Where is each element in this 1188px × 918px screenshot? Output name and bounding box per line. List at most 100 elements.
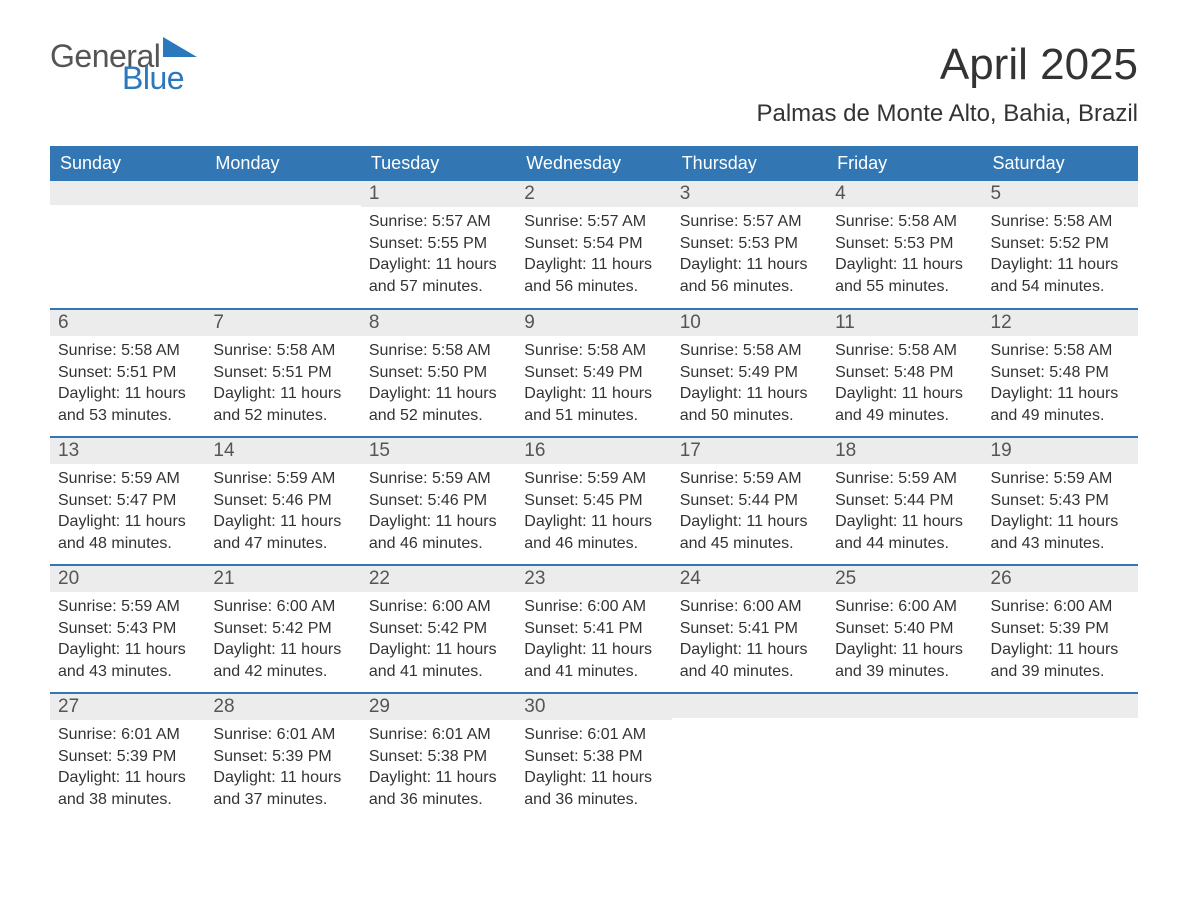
day-number: 12	[983, 310, 1138, 336]
calendar-day-cell	[672, 693, 827, 821]
daylight-line: Daylight: 11 hours and 43 minutes.	[58, 639, 197, 682]
sunset-line: Sunset: 5:52 PM	[991, 233, 1130, 255]
daylight-line: Daylight: 11 hours and 44 minutes.	[835, 511, 974, 554]
day-details: Sunrise: 5:58 AMSunset: 5:49 PMDaylight:…	[516, 336, 671, 432]
calendar-day-cell: 9Sunrise: 5:58 AMSunset: 5:49 PMDaylight…	[516, 309, 671, 437]
weekday-header: Thursday	[672, 146, 827, 181]
calendar-day-cell: 18Sunrise: 5:59 AMSunset: 5:44 PMDayligh…	[827, 437, 982, 565]
sunset-line: Sunset: 5:40 PM	[835, 618, 974, 640]
sunset-line: Sunset: 5:49 PM	[680, 362, 819, 384]
sunset-line: Sunset: 5:50 PM	[369, 362, 508, 384]
sunset-line: Sunset: 5:53 PM	[680, 233, 819, 255]
sunset-line: Sunset: 5:55 PM	[369, 233, 508, 255]
sunset-line: Sunset: 5:42 PM	[213, 618, 352, 640]
sunrise-line: Sunrise: 5:58 AM	[991, 340, 1130, 362]
day-details: Sunrise: 6:01 AMSunset: 5:39 PMDaylight:…	[205, 720, 360, 816]
sunset-line: Sunset: 5:44 PM	[835, 490, 974, 512]
day-number: 23	[516, 566, 671, 592]
sunrise-line: Sunrise: 6:01 AM	[369, 724, 508, 746]
sunrise-line: Sunrise: 6:01 AM	[58, 724, 197, 746]
calendar-day-cell: 12Sunrise: 5:58 AMSunset: 5:48 PMDayligh…	[983, 309, 1138, 437]
day-number: 28	[205, 694, 360, 720]
weekday-header: Wednesday	[516, 146, 671, 181]
daylight-line: Daylight: 11 hours and 45 minutes.	[680, 511, 819, 554]
daylight-line: Daylight: 11 hours and 49 minutes.	[835, 383, 974, 426]
day-details: Sunrise: 5:58 AMSunset: 5:48 PMDaylight:…	[983, 336, 1138, 432]
day-details: Sunrise: 6:00 AMSunset: 5:41 PMDaylight:…	[516, 592, 671, 688]
sunrise-line: Sunrise: 5:59 AM	[213, 468, 352, 490]
daylight-line: Daylight: 11 hours and 52 minutes.	[369, 383, 508, 426]
day-details: Sunrise: 6:01 AMSunset: 5:38 PMDaylight:…	[361, 720, 516, 816]
calendar-day-cell: 1Sunrise: 5:57 AMSunset: 5:55 PMDaylight…	[361, 181, 516, 309]
calendar-day-cell: 16Sunrise: 5:59 AMSunset: 5:45 PMDayligh…	[516, 437, 671, 565]
day-number: 15	[361, 438, 516, 464]
day-details: Sunrise: 5:57 AMSunset: 5:54 PMDaylight:…	[516, 207, 671, 303]
weekday-header: Monday	[205, 146, 360, 181]
location-subtitle: Palmas de Monte Alto, Bahia, Brazil	[756, 100, 1138, 128]
sunrise-line: Sunrise: 5:59 AM	[369, 468, 508, 490]
sunset-line: Sunset: 5:42 PM	[369, 618, 508, 640]
sunset-line: Sunset: 5:41 PM	[524, 618, 663, 640]
calendar-week-row: 1Sunrise: 5:57 AMSunset: 5:55 PMDaylight…	[50, 181, 1138, 309]
daylight-line: Daylight: 11 hours and 42 minutes.	[213, 639, 352, 682]
calendar-day-cell: 8Sunrise: 5:58 AMSunset: 5:50 PMDaylight…	[361, 309, 516, 437]
calendar-day-cell: 13Sunrise: 5:59 AMSunset: 5:47 PMDayligh…	[50, 437, 205, 565]
sunset-line: Sunset: 5:38 PM	[369, 746, 508, 768]
weekday-header: Sunday	[50, 146, 205, 181]
day-number: 26	[983, 566, 1138, 592]
sunset-line: Sunset: 5:43 PM	[991, 490, 1130, 512]
day-details: Sunrise: 5:59 AMSunset: 5:43 PMDaylight:…	[983, 464, 1138, 560]
day-number: 8	[361, 310, 516, 336]
day-number: 20	[50, 566, 205, 592]
daylight-line: Daylight: 11 hours and 54 minutes.	[991, 254, 1130, 297]
daylight-line: Daylight: 11 hours and 38 minutes.	[58, 767, 197, 810]
daylight-line: Daylight: 11 hours and 39 minutes.	[835, 639, 974, 682]
sunrise-line: Sunrise: 6:00 AM	[680, 596, 819, 618]
page-header: General Blue April 2025 Palmas de Monte …	[50, 40, 1138, 138]
sunrise-line: Sunrise: 5:58 AM	[58, 340, 197, 362]
day-number: 6	[50, 310, 205, 336]
day-number: 3	[672, 181, 827, 207]
daylight-line: Daylight: 11 hours and 51 minutes.	[524, 383, 663, 426]
daylight-line: Daylight: 11 hours and 55 minutes.	[835, 254, 974, 297]
sunset-line: Sunset: 5:41 PM	[680, 618, 819, 640]
sunrise-line: Sunrise: 5:58 AM	[835, 211, 974, 233]
day-details: Sunrise: 5:58 AMSunset: 5:50 PMDaylight:…	[361, 336, 516, 432]
daylight-line: Daylight: 11 hours and 36 minutes.	[524, 767, 663, 810]
daylight-line: Daylight: 11 hours and 57 minutes.	[369, 254, 508, 297]
calendar-table: SundayMondayTuesdayWednesdayThursdayFrid…	[50, 146, 1138, 821]
daylight-line: Daylight: 11 hours and 43 minutes.	[991, 511, 1130, 554]
daylight-line: Daylight: 11 hours and 46 minutes.	[524, 511, 663, 554]
day-details: Sunrise: 6:01 AMSunset: 5:39 PMDaylight:…	[50, 720, 205, 816]
sunset-line: Sunset: 5:54 PM	[524, 233, 663, 255]
day-number: 30	[516, 694, 671, 720]
calendar-week-row: 27Sunrise: 6:01 AMSunset: 5:39 PMDayligh…	[50, 693, 1138, 821]
sunset-line: Sunset: 5:48 PM	[835, 362, 974, 384]
sunset-line: Sunset: 5:51 PM	[58, 362, 197, 384]
day-number: 21	[205, 566, 360, 592]
day-details: Sunrise: 6:00 AMSunset: 5:40 PMDaylight:…	[827, 592, 982, 688]
calendar-day-cell: 10Sunrise: 5:58 AMSunset: 5:49 PMDayligh…	[672, 309, 827, 437]
empty-day	[672, 694, 827, 718]
calendar-day-cell: 20Sunrise: 5:59 AMSunset: 5:43 PMDayligh…	[50, 565, 205, 693]
daylight-line: Daylight: 11 hours and 47 minutes.	[213, 511, 352, 554]
sunset-line: Sunset: 5:44 PM	[680, 490, 819, 512]
day-details: Sunrise: 5:59 AMSunset: 5:46 PMDaylight:…	[205, 464, 360, 560]
day-number: 17	[672, 438, 827, 464]
day-details: Sunrise: 6:00 AMSunset: 5:42 PMDaylight:…	[361, 592, 516, 688]
day-details: Sunrise: 5:58 AMSunset: 5:48 PMDaylight:…	[827, 336, 982, 432]
day-number: 16	[516, 438, 671, 464]
daylight-line: Daylight: 11 hours and 36 minutes.	[369, 767, 508, 810]
day-number: 2	[516, 181, 671, 207]
calendar-day-cell: 5Sunrise: 5:58 AMSunset: 5:52 PMDaylight…	[983, 181, 1138, 309]
sunrise-line: Sunrise: 6:00 AM	[991, 596, 1130, 618]
sunset-line: Sunset: 5:49 PM	[524, 362, 663, 384]
calendar-day-cell: 22Sunrise: 6:00 AMSunset: 5:42 PMDayligh…	[361, 565, 516, 693]
daylight-line: Daylight: 11 hours and 39 minutes.	[991, 639, 1130, 682]
day-number: 4	[827, 181, 982, 207]
day-number: 24	[672, 566, 827, 592]
sunrise-line: Sunrise: 6:00 AM	[835, 596, 974, 618]
sunrise-line: Sunrise: 5:57 AM	[524, 211, 663, 233]
sunrise-line: Sunrise: 5:59 AM	[524, 468, 663, 490]
calendar-day-cell: 23Sunrise: 6:00 AMSunset: 5:41 PMDayligh…	[516, 565, 671, 693]
